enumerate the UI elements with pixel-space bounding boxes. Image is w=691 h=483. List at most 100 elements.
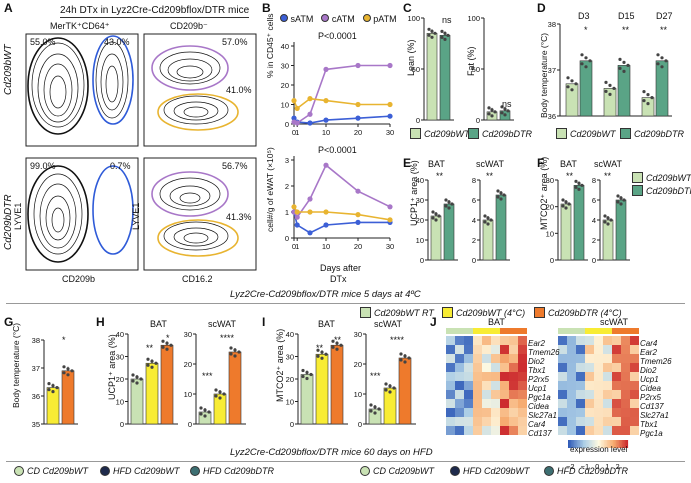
heatmap-group-bar <box>500 328 509 334</box>
heatmap-cell <box>630 399 639 408</box>
i-star-b2: **** <box>390 335 405 345</box>
heatmap-group-bar <box>491 328 500 334</box>
contours-r2-left <box>33 173 83 255</box>
color-scale-segment <box>610 440 612 448</box>
x-tick-label: 30 <box>386 128 394 137</box>
gene-label: P2rx5 <box>528 375 549 384</box>
data-point <box>199 412 203 416</box>
y-tick-label: 0 <box>550 256 554 265</box>
heatmap-group-bar <box>576 328 585 334</box>
banner-bottom: Lyz2Cre-Cd209bflox/DTR mice 60 days on H… <box>230 447 433 458</box>
heatmap-cell <box>612 372 621 381</box>
bottom-legend-hfd-wt-2: HFD Cd209bWT <box>450 466 530 476</box>
heatmap-cell <box>464 363 473 372</box>
bar <box>641 97 655 117</box>
heatmap-cell <box>603 381 612 390</box>
f-sub-a: BAT <box>560 159 577 169</box>
color-scale-segment <box>587 440 590 448</box>
data-point <box>608 83 612 87</box>
heatmap-cell <box>518 336 527 345</box>
color-scale-segment <box>616 440 618 448</box>
heatmap-cell <box>558 417 567 426</box>
data-point <box>316 348 320 352</box>
flow-plot-r1-left <box>25 33 139 147</box>
gene-label: Dio2 <box>640 366 657 375</box>
heatmap-cell <box>491 363 500 372</box>
heatmap-cell <box>500 417 509 426</box>
bar <box>617 65 631 117</box>
color-scale-segment <box>607 440 609 448</box>
data-point <box>440 35 444 39</box>
heatmap-cell <box>558 381 567 390</box>
color-scale-segment <box>593 440 596 448</box>
data-point <box>165 347 169 351</box>
heatmap-cell <box>567 363 576 372</box>
heatmap-cell <box>576 426 585 435</box>
heatmap-cell <box>509 426 518 435</box>
data-point <box>146 357 150 361</box>
data-point <box>642 99 646 103</box>
heatmap-cell <box>594 390 603 399</box>
divider-mid <box>6 303 685 304</box>
data-point <box>486 216 490 220</box>
y-tick-label: 0 <box>416 116 420 125</box>
heatmap-cell <box>585 399 594 408</box>
c-ns-a: ns <box>442 15 452 25</box>
color-scale-segment <box>575 440 578 448</box>
y-tick-label: 30 <box>116 353 124 362</box>
heatmap-cell <box>491 399 500 408</box>
data-point <box>618 66 622 70</box>
heatmap-cell <box>603 354 612 363</box>
bar <box>145 362 159 425</box>
heatmap-cell <box>509 408 518 417</box>
gene-label: Pgc1a <box>528 393 551 402</box>
point-sATM <box>355 115 361 121</box>
data-point <box>450 202 454 206</box>
bottom-legend-cd-wt-1: CD Cd209bWT <box>14 466 88 476</box>
heatmap-cell <box>482 372 491 381</box>
data-point <box>574 82 578 86</box>
y-tick-label: 100 <box>407 14 420 23</box>
data-point <box>609 218 613 222</box>
data-point <box>392 386 396 390</box>
data-point <box>427 27 431 31</box>
heatmap-cell <box>567 372 576 381</box>
heatmap-cell <box>482 390 491 399</box>
x-tick-label: 20 <box>354 128 362 137</box>
e-star-b: ** <box>486 171 494 181</box>
pct-r1-right-a: 57.0% <box>222 37 248 47</box>
heatmap-cell <box>621 336 630 345</box>
heatmap-group-bar <box>482 328 491 334</box>
mid-legend-dtr-cold: Cd209bDTR (4°C) <box>534 307 622 318</box>
banner-mid: Lyz2Cre-Cd209bflox/DTR mice 5 days at 4º… <box>230 289 421 300</box>
color-scale-segment <box>611 440 614 448</box>
heatmap-cell <box>455 372 464 381</box>
data-point <box>331 345 335 349</box>
heatmap-cell <box>576 390 585 399</box>
color-scale-segment <box>580 440 582 448</box>
color-scale-segment <box>572 440 575 448</box>
y-tick-label: 20 <box>281 81 289 90</box>
heatmap-cell <box>518 354 527 363</box>
data-point <box>70 369 74 373</box>
heatmap-cell <box>473 336 482 345</box>
color-scale-segment <box>583 440 585 448</box>
bottom-legend-hfd-dtr-1: HFD Cd209bDTR <box>190 466 274 476</box>
d-star-3: ** <box>660 25 668 35</box>
d-legend-dtr: Cd209bDTR <box>620 128 684 139</box>
heatmap-cell <box>576 363 585 372</box>
data-point <box>503 107 507 111</box>
data-point <box>335 347 339 351</box>
heatmap-group-bar <box>567 328 576 334</box>
heatmap-cell <box>630 354 639 363</box>
f-sub-b: scWAT <box>594 159 622 169</box>
pct-r2-left-b: 0.7% <box>110 161 131 171</box>
x-tick-label: 30 <box>386 242 394 251</box>
y-tick-label: 2 <box>285 182 289 191</box>
heatmap-cell <box>464 426 473 435</box>
panel-letter-g: G <box>4 315 14 329</box>
pct-r1-left-a: 55.0% <box>30 37 56 47</box>
color-scale-segment <box>581 440 584 448</box>
i-ylabel: MTCO2⁺ area (%) <box>275 328 285 402</box>
heatmap-cell <box>500 426 509 435</box>
